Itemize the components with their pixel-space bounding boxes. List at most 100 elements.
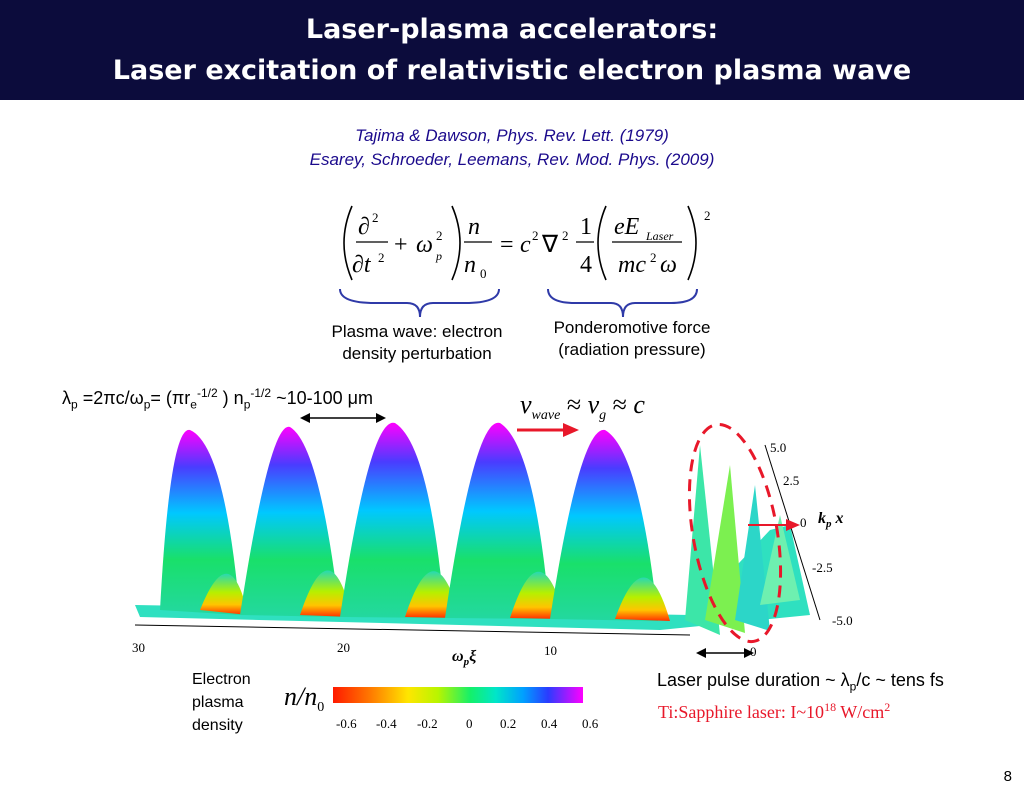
title-line-2: Laser excitation of relativistic electro… xyxy=(112,55,912,86)
svg-text:ω: ω xyxy=(660,252,677,278)
ponderomotive-label-line1: Ponderomotive force xyxy=(553,318,711,337)
re-exponent: -1/2 xyxy=(196,386,218,400)
cbar-tick-3: 0 xyxy=(466,716,473,731)
y-tick-0: 0 xyxy=(800,515,807,530)
y-axis-label: kp x xyxy=(818,510,844,530)
group-subscript: g xyxy=(599,408,607,424)
cbar-tick-1: -0.4 xyxy=(376,716,397,731)
density-symbol: n/n0 xyxy=(284,682,324,716)
svg-text:∂t: ∂t xyxy=(352,252,372,278)
y-tick-2.5: 2.5 xyxy=(783,473,800,488)
plasma-wave-label-line2: density perturbation xyxy=(342,344,492,363)
ti-sapphire-exp2: 2 xyxy=(884,700,891,714)
omega-subscript: p xyxy=(143,397,151,412)
svg-text:=: = xyxy=(500,232,514,258)
re-subscript: e xyxy=(190,397,197,412)
y-tick-5: 5.0 xyxy=(770,440,787,455)
lambda-symbol: λ xyxy=(62,388,71,408)
svg-text:n: n xyxy=(464,252,476,278)
title-bar: Laser-plasma accelerators: Laser excitat… xyxy=(0,0,1024,100)
wavelength-rest1: = (πr xyxy=(150,388,191,408)
cbar-tick-0: -0.6 xyxy=(336,716,357,731)
reference-tajima-dawson: Tajima & Dawson, Phys. Rev. Lett. (1979) xyxy=(355,126,669,145)
x-tick-30: 30 xyxy=(132,640,145,655)
x-tick-20: 20 xyxy=(337,640,350,655)
x-label-sub: p xyxy=(463,656,470,669)
cbar-tick-5: 0.4 xyxy=(541,716,558,731)
np-exponent: -1/2 xyxy=(250,386,272,400)
reference-esarey: Esarey, Schroeder, Leemans, Rev. Mod. Ph… xyxy=(309,150,715,169)
wavelength-rest3: ~10-100 μm xyxy=(271,388,373,408)
ti-sapphire-post: W/cm xyxy=(836,702,885,722)
density-symbol-text: n/n xyxy=(284,682,318,711)
v-group-symbol: v xyxy=(587,390,600,419)
svg-text:∇: ∇ xyxy=(541,232,559,258)
laser-center-arrow xyxy=(748,519,800,531)
svg-text:2: 2 xyxy=(704,208,711,223)
lambda-subscript: p xyxy=(71,397,78,412)
c-symbol: c xyxy=(633,390,645,419)
plasma-wave-label: Plasma wave: electron density perturbati… xyxy=(302,321,532,365)
svg-text:2: 2 xyxy=(650,250,657,265)
x-label-omega: ω xyxy=(452,648,464,665)
cbar-tick-4: 0.2 xyxy=(500,716,517,731)
svg-text:n: n xyxy=(468,214,480,240)
svg-text:2: 2 xyxy=(436,228,443,243)
velocity-relation: vwave ≈ vg ≈ c xyxy=(520,390,645,424)
wakefield-surface-plot xyxy=(134,422,821,644)
y-tick-minus2.5: -2.5 xyxy=(812,560,833,575)
density-label-line1: Electron xyxy=(192,671,251,688)
y-axis-line xyxy=(764,444,821,621)
y-label-x: x xyxy=(835,510,844,527)
ti-sapphire-exp: 18 xyxy=(824,700,837,714)
ponderomotive-label-line2: (radiation pressure) xyxy=(558,340,706,359)
svg-text:2: 2 xyxy=(372,210,379,225)
wave-direction-arrow xyxy=(517,423,579,437)
plasma-wave-label-line1: Plasma wave: electron xyxy=(331,322,503,341)
equation-braces xyxy=(339,288,698,318)
density-colorbar xyxy=(333,687,583,703)
electron-density-label: Electron plasma density xyxy=(192,668,251,737)
y-label-k: k xyxy=(818,510,826,527)
y-tick-minus5: -5.0 xyxy=(832,613,853,628)
x-tick-10: 10 xyxy=(544,643,557,658)
svg-text:4: 4 xyxy=(580,252,592,278)
svg-text:Laser: Laser xyxy=(645,229,674,243)
svg-text:2: 2 xyxy=(562,228,569,243)
plasma-wavelength-expression: λp =2πc/ωp= (πre-1/2 ) np-1/2 ~10-100 μm xyxy=(62,386,373,412)
svg-text:∂: ∂ xyxy=(358,214,370,240)
svg-text:p: p xyxy=(435,249,442,263)
svg-text:+: + xyxy=(394,232,408,258)
svg-text:c: c xyxy=(520,232,531,258)
laser-pulse-region xyxy=(685,445,800,635)
approx-symbol-1: ≈ xyxy=(566,390,582,419)
svg-text:2: 2 xyxy=(532,228,539,243)
cbar-tick-6: 0.6 xyxy=(582,716,599,731)
x-tick-0: 0 xyxy=(750,644,757,659)
pulse-duration-text: Laser pulse duration ~ λp/c ~ tens fs xyxy=(657,670,944,694)
pulse-duration-arrow xyxy=(696,648,754,658)
wave-subscript: wave xyxy=(531,408,561,424)
page-number: 8 xyxy=(1003,768,1012,785)
plasma-wave-periods xyxy=(160,422,670,621)
pulse-duration-sub: p xyxy=(849,679,857,694)
title-line-1: Laser-plasma accelerators: xyxy=(305,14,719,45)
density-symbol-sub: 0 xyxy=(317,700,325,716)
pulse-duration-post: /c ~ tens fs xyxy=(856,670,944,690)
svg-text:1: 1 xyxy=(580,214,592,240)
wavelength-span-arrow xyxy=(300,413,386,423)
cbar-tick-2: -0.2 xyxy=(417,716,438,731)
y-label-sub: p xyxy=(826,518,832,531)
x-axis-line xyxy=(134,624,691,636)
svg-text:eE: eE xyxy=(614,214,640,240)
svg-text:0: 0 xyxy=(480,266,487,281)
ponderomotive-label: Ponderomotive force (radiation pressure) xyxy=(524,317,740,361)
np-subscript: p xyxy=(243,397,251,412)
wavelength-eq: =2πc/ω xyxy=(77,388,144,408)
x-label-xi: ξ xyxy=(469,648,477,665)
pulse-duration-pre: Laser pulse duration ~ λ xyxy=(657,670,850,690)
density-label-line2: plasma xyxy=(192,694,244,711)
x-axis-label: ωpξ xyxy=(452,648,476,668)
ti-sapphire-pre: Ti:Sapphire laser: I~10 xyxy=(658,702,825,722)
